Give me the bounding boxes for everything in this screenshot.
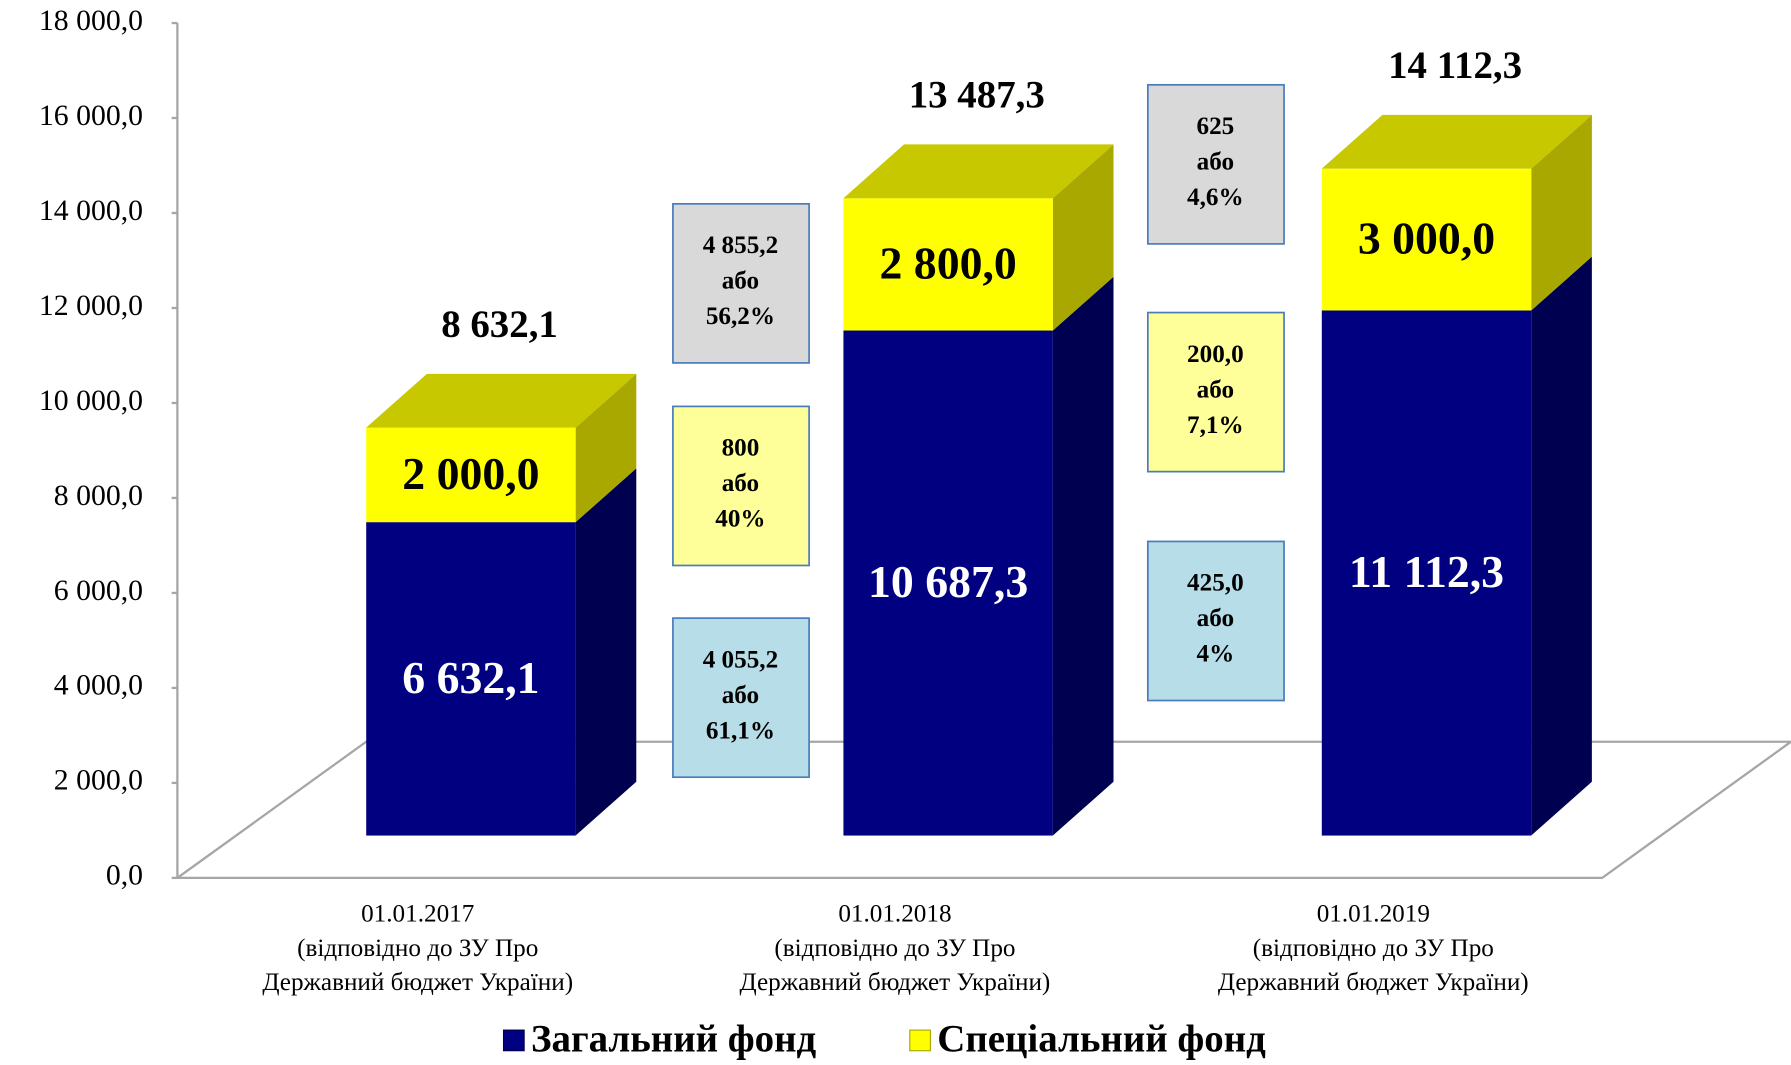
annotation-text: 40% [715, 506, 765, 533]
total-label: 8 632,1 [441, 303, 558, 346]
annotation-text: 56,2% [706, 303, 775, 330]
bar-side [575, 468, 637, 836]
annotation-text: 425,0 [1187, 570, 1244, 597]
annotation-text: 625 [1196, 113, 1234, 140]
annotation-text: 4 855,2 [703, 232, 778, 259]
x-tick-label: Державний бюджет України) [1218, 969, 1529, 996]
annotation-box [672, 405, 810, 567]
value-label: 6 632,1 [402, 652, 539, 703]
y-tick-label: 4 000,0 [54, 669, 143, 702]
annotation-text: 4,6% [1187, 184, 1244, 211]
x-tick-label: 01.01.2019 [1317, 900, 1430, 927]
annotation-text: або [1197, 605, 1234, 632]
y-tick-label: 12 000,0 [39, 289, 143, 322]
annotation-text: або [722, 470, 759, 497]
x-tick-label: 01.01.2018 [838, 900, 951, 927]
annotation-text: або [1197, 149, 1234, 176]
value-label: 10 687,3 [868, 556, 1028, 607]
bar-top [843, 144, 1114, 199]
annotation-text: 200,0 [1187, 341, 1244, 368]
annotation-text: або [1197, 376, 1234, 403]
x-tick-label: (відповідно до ЗУ Про [1253, 935, 1494, 962]
total-label: 13 487,3 [909, 74, 1045, 117]
y-tick-label: 14 000,0 [39, 194, 143, 227]
x-tick-label: Державний бюджет України) [262, 969, 573, 996]
annotation-box [672, 202, 810, 364]
y-tick-label: 6 000,0 [54, 574, 143, 607]
y-tick-label: 16 000,0 [39, 99, 143, 132]
bar-side [1052, 144, 1114, 331]
y-tick-label: 10 000,0 [39, 384, 143, 417]
annotation-box [1146, 311, 1285, 473]
value-label: 3 000,0 [1358, 212, 1495, 263]
value-label: 11 112,3 [1349, 546, 1504, 597]
bar [843, 330, 1053, 836]
bar-side [1531, 114, 1592, 311]
y-tick-label: 0,0 [106, 859, 143, 892]
bar [366, 522, 576, 836]
total-label: 14 112,3 [1388, 44, 1522, 87]
y-tick-label: 8 000,0 [54, 479, 143, 512]
bar-top [1321, 114, 1592, 169]
legend-label: Загальний фонд [531, 1018, 817, 1060]
annotation-text: 4 055,2 [703, 646, 778, 673]
annotation-text: 800 [722, 435, 760, 462]
floor [173, 740, 1791, 880]
bar [1321, 168, 1532, 311]
x-tick-label: 01.01.2017 [361, 900, 474, 927]
bar-top [366, 373, 637, 428]
value-label: 2 800,0 [879, 237, 1016, 288]
bar [366, 427, 576, 523]
annotation-box [1146, 83, 1285, 245]
y-tick-label: 18 000,0 [39, 4, 143, 37]
legend-label: Спеціальний фонд [937, 1018, 1266, 1060]
value-label: 2 000,0 [402, 448, 539, 499]
annotation-text: або [722, 682, 759, 709]
bar-side [575, 373, 637, 523]
annotation-text: або [722, 268, 759, 295]
annotation-box [1146, 540, 1285, 702]
bar-side [1052, 276, 1114, 836]
bar [843, 198, 1053, 331]
annotation-text: 4% [1196, 641, 1234, 668]
bar-side [1531, 256, 1592, 836]
annotation-text: 7,1% [1187, 412, 1244, 439]
x-tick-label: Державний бюджет України) [740, 969, 1051, 996]
legend-swatch [502, 1029, 525, 1052]
bar [1321, 310, 1532, 836]
annotation-box [672, 617, 810, 779]
y-tick-label: 2 000,0 [54, 764, 143, 797]
annotation-text: 61,1% [706, 717, 775, 744]
x-tick-label: (відповідно до ЗУ Про [774, 935, 1015, 962]
x-tick-label: (відповідно до ЗУ Про [297, 935, 538, 962]
legend-swatch [909, 1029, 931, 1052]
